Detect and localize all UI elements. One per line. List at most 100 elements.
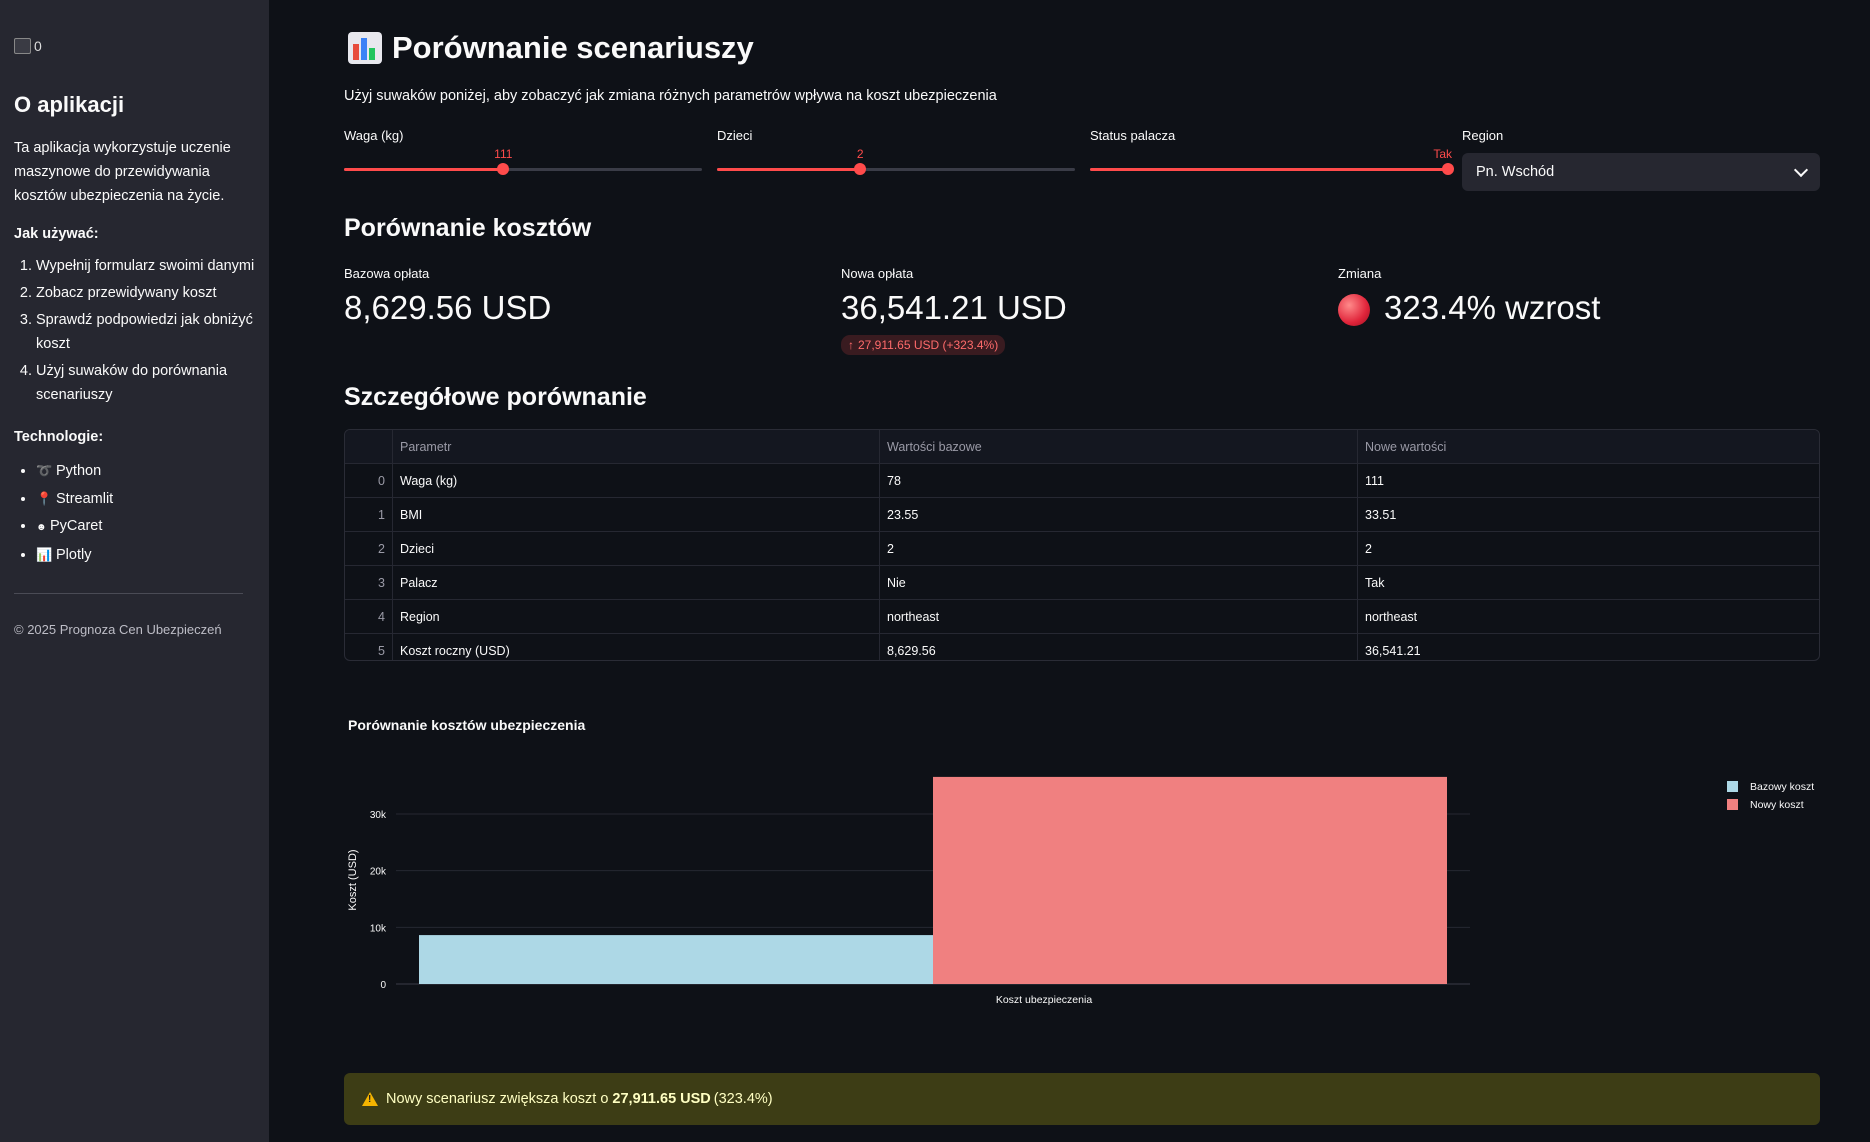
broken-image-icon (14, 38, 31, 54)
sidebar-description: Ta aplikacja wykorzystuje uczenie maszyn… (14, 140, 231, 204)
table-cell: 33.51 (1365, 507, 1397, 522)
legend-label: Bazowy koszt (1750, 781, 1814, 793)
table-row: 5 Koszt roczny (USD) 8,629.56 36,541.21 (345, 634, 1819, 660)
chart-y-tick-label: 10k (370, 923, 387, 934)
warning-icon: ! (362, 1092, 378, 1106)
sidebar-logo: 0 (14, 36, 255, 56)
table-cell: 36,541.21 (1365, 643, 1421, 658)
region-selected-value: Pn. Wschód (1476, 164, 1555, 180)
table-cell: Tak (1365, 575, 1385, 590)
page-title-row: Porównanie scenariuszy (348, 30, 754, 66)
howto-steps: Wypełnij formularz swoimi danymi Zobacz … (14, 254, 255, 407)
chart-bar-base[interactable] (419, 935, 933, 984)
logo-alt-text: 0 (34, 38, 42, 54)
slider-fill (1090, 168, 1448, 171)
metric-label: Nowa opłata (841, 266, 914, 281)
legend-item[interactable]: Bazowy koszt (1727, 781, 1814, 793)
chevron-down-icon (1793, 162, 1809, 178)
slider-track[interactable] (1090, 163, 1454, 175)
sidebar-title: O aplikacji (14, 92, 125, 117)
comparison-table[interactable]: Parametr Wartości bazowe Nowe wartości 0… (344, 429, 1820, 661)
robot-icon: ☻ (36, 522, 47, 533)
metric-new: Nowa opłata 36,541.21 USD ↑ 27,911.65 US… (841, 266, 1067, 355)
chart-y-tick-label: 0 (380, 980, 386, 991)
alert-amount: 27,911.65 USD (612, 1091, 711, 1107)
slider-fill (344, 168, 504, 171)
table-header[interactable]: Wartości bazowe (880, 430, 1358, 463)
metric-label: Bazowa opłata (344, 266, 430, 281)
slider-label: Status palacza (1090, 128, 1176, 143)
tech-item-python: ➰Python (36, 457, 255, 485)
sidebar-divider (14, 593, 243, 594)
detail-section-title: Szczegółowe porównanie (344, 383, 647, 411)
slider-thumb[interactable] (1442, 163, 1454, 175)
chart-y-tick-label: 20k (370, 867, 387, 878)
region-select[interactable]: Pn. Wschód (1462, 153, 1820, 191)
chart-x-tick-label: Koszt ubezpieczenia (996, 994, 1092, 1006)
snake-icon: ➰ (36, 463, 53, 478)
slider-thumb[interactable] (497, 163, 510, 175)
tech-list: ➰Python 📍Streamlit ☻PyCaret 📊Plotly (14, 457, 255, 569)
sidebar: 0 O aplikacji Ta aplikacja wykorzystuje … (0, 0, 269, 1142)
howto-step: Sprawdź podpowiedzi jak obniżyć koszt (36, 308, 255, 356)
metric-value: 323.4% wzrost (1338, 289, 1600, 327)
red-circle-icon (1338, 294, 1370, 327)
table-header[interactable]: Nowe wartości (1365, 439, 1447, 454)
table-cell: Koszt roczny (USD) (393, 634, 880, 660)
slider-value: 2 (856, 147, 864, 161)
metric-delta-text: 27,911.65 USD (+323.4%) (858, 338, 999, 352)
slider-fill (717, 168, 861, 171)
region-select-block: Region Pn. Wschód (1462, 128, 1820, 191)
metric-base: Bazowa opłata 8,629.56 USD (344, 266, 551, 327)
slider-value: Tak (1433, 147, 1452, 161)
bar-chart-icon (348, 32, 382, 64)
slider-children[interactable]: Dzieci 2 (717, 128, 1075, 175)
table-row: 0 Waga (kg) 78 111 (345, 464, 1819, 498)
metric-change: Zmiana 323.4% wzrost (1338, 266, 1600, 327)
table-cell: Waga (kg) (393, 464, 880, 497)
table-row: 3 Palacz Nie Tak (345, 566, 1819, 600)
page-caption: Użyj suwaków poniżej, aby zobaczyć jak z… (344, 88, 997, 104)
table-cell: Nie (880, 566, 1358, 599)
chart-bar-new[interactable] (933, 776, 1447, 984)
chart-legend[interactable]: Bazowy koszt Nowy koszt (1727, 781, 1814, 811)
warning-alert: ! Nowy scenariusz zwiększa koszt o 27,91… (344, 1073, 1820, 1125)
metric-delta: ↑ 27,911.65 USD (+323.4%) (841, 335, 1006, 355)
metric-label: Zmiana (1338, 266, 1382, 281)
table-index: 5 (345, 634, 393, 660)
table-header-row: Parametr Wartości bazowe Nowe wartości (345, 430, 1819, 464)
chart-y-axis-label: Koszt (USD) (347, 849, 359, 910)
legend-swatch (1727, 799, 1738, 810)
table-row: 2 Dzieci 2 2 (345, 532, 1819, 566)
slider-smoker[interactable]: Status palacza Tak (1090, 128, 1454, 175)
table-index: 3 (345, 566, 393, 599)
slider-thumb[interactable] (854, 163, 867, 175)
cost-chart[interactable]: Porównanie kosztów ubezpieczenia 0 10k 20k… (344, 706, 1820, 1026)
table-cell: northeast (880, 600, 1358, 633)
table-cell: 23.55 (880, 498, 1358, 531)
alert-prefix: Nowy scenariusz zwiększa koszt o (386, 1091, 609, 1107)
table-header-index (345, 430, 393, 463)
metric-value: 36,541.21 USD (841, 289, 1067, 326)
legend-item[interactable]: Nowy koszt (1727, 799, 1804, 811)
chart-bars (419, 776, 1447, 984)
bar-chart-icon: 📊 (36, 547, 53, 562)
chart-svg: Porównanie kosztów ubezpieczenia 0 10k 20k… (347, 717, 1814, 1006)
page-title: Porównanie scenariuszy (392, 30, 754, 65)
slider-value: 111 (494, 147, 513, 161)
sidebar-footer: © 2025 Prognoza Cen Ubezpieczeń (14, 622, 222, 637)
slider-track[interactable] (717, 163, 1075, 175)
chart-title: Porównanie kosztów ubezpieczenia (348, 717, 585, 733)
slider-weight[interactable]: Waga (kg) 111 (344, 128, 702, 175)
change-text: 323.4% wzrost (1384, 289, 1601, 326)
table-cell: 8,629.56 (880, 634, 1358, 660)
slider-label: Dzieci (717, 128, 753, 143)
table-index: 1 (345, 498, 393, 531)
alert-suffix: (323.4%) (713, 1091, 773, 1107)
tech-item-pycaret: ☻PyCaret (36, 513, 255, 541)
metric-value: 8,629.56 USD (344, 289, 552, 326)
slider-track[interactable] (344, 163, 702, 175)
table-header[interactable]: Parametr (393, 430, 880, 463)
table-cell: 2 (880, 532, 1358, 565)
main-content: Porównanie scenariuszy Użyj suwaków poni… (344, 0, 1820, 1142)
